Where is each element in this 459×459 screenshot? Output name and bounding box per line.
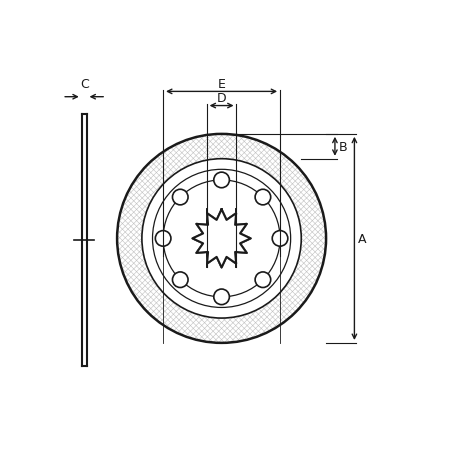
Circle shape [141, 159, 301, 319]
Text: D: D [216, 92, 226, 105]
Circle shape [172, 272, 188, 288]
Circle shape [213, 290, 229, 305]
Circle shape [172, 190, 188, 206]
Text: A: A [357, 232, 366, 246]
Circle shape [255, 272, 270, 288]
Polygon shape [192, 210, 250, 268]
Text: E: E [217, 78, 225, 91]
Text: C: C [79, 78, 88, 90]
Circle shape [272, 231, 287, 246]
Circle shape [155, 231, 171, 246]
Circle shape [213, 173, 229, 188]
Text: B: B [338, 140, 346, 153]
Circle shape [255, 190, 270, 206]
Polygon shape [192, 210, 250, 268]
Polygon shape [206, 210, 236, 268]
